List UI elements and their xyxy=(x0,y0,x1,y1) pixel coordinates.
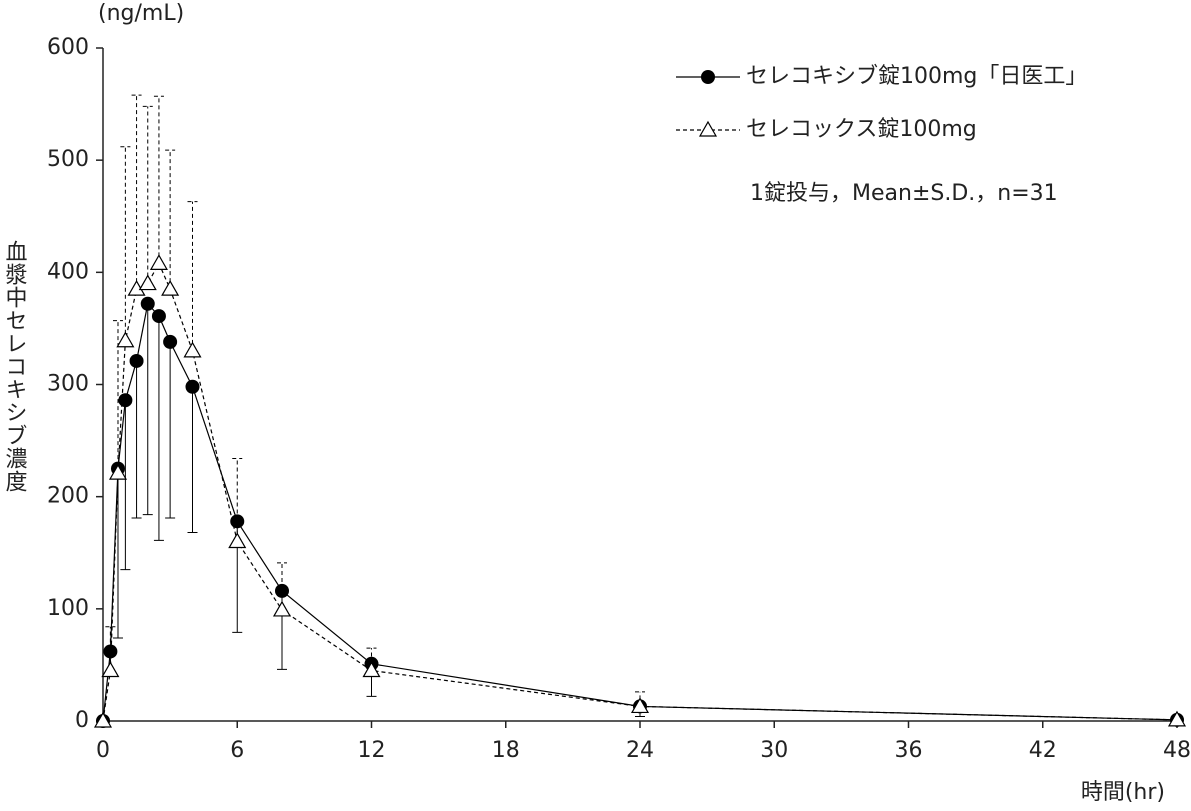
data-point xyxy=(163,334,178,349)
error-bar xyxy=(120,146,131,341)
legend-label: セレコックス錠100mg xyxy=(746,117,977,142)
series-line xyxy=(102,262,1178,722)
x-tick-label: 18 xyxy=(492,738,520,763)
y-tick-label: 500 xyxy=(47,147,89,172)
x-tick-label: 42 xyxy=(1029,738,1057,763)
data-point xyxy=(140,296,155,311)
x-axis-label: 時間(hr) xyxy=(1081,780,1165,805)
error-bar xyxy=(165,341,176,519)
error-bar xyxy=(153,316,164,541)
data-point xyxy=(129,353,144,368)
x-tick-label: 30 xyxy=(760,738,788,763)
y-tick-label: 600 xyxy=(47,35,89,60)
legend-marker xyxy=(701,70,715,84)
data-point xyxy=(103,644,118,659)
error-bar xyxy=(232,458,243,542)
note: 1錠投与，Mean±S.D.，n=31 xyxy=(750,181,1058,206)
data-point xyxy=(630,697,650,714)
x-tick-label: 6 xyxy=(230,738,244,763)
x-tick-label: 24 xyxy=(626,738,654,763)
error-bar xyxy=(131,94,142,290)
data-point xyxy=(118,393,133,408)
x-tick-label: 36 xyxy=(895,738,923,763)
error-bar xyxy=(112,468,123,639)
data-point xyxy=(185,379,200,394)
y-tick-label: 200 xyxy=(47,484,89,509)
data-point xyxy=(275,583,289,598)
x-tick-label: 12 xyxy=(358,738,386,763)
data-point xyxy=(108,463,128,480)
data-point xyxy=(116,331,135,348)
data-point xyxy=(149,254,168,270)
data-point xyxy=(93,711,113,728)
data-point xyxy=(138,274,157,291)
data-point xyxy=(101,661,120,678)
y-tick-label: 400 xyxy=(47,259,89,284)
error-bar xyxy=(142,105,153,284)
data-point xyxy=(1167,710,1187,727)
y-tick-label: 100 xyxy=(47,596,89,621)
data-point xyxy=(228,532,247,549)
series-line xyxy=(102,302,1178,722)
error-bar xyxy=(165,149,176,290)
legend-label: セレコキシブ錠100mg「日医工」 xyxy=(746,64,1087,89)
x-tick-label: 0 xyxy=(96,738,110,763)
data-point xyxy=(151,309,166,324)
error-bar xyxy=(142,303,153,516)
y-axis-label: 血漿中セレコキシブ濃度 xyxy=(2,240,28,493)
y-tick-label: 0 xyxy=(75,708,89,733)
data-point xyxy=(362,661,381,678)
y-tick-label: 300 xyxy=(47,372,89,397)
data-point xyxy=(272,600,292,617)
error-bar xyxy=(131,360,142,519)
unit-label: (ng/mL) xyxy=(98,1,184,26)
error-bar xyxy=(187,386,198,534)
data-point xyxy=(161,279,180,296)
error-bar xyxy=(153,95,164,264)
x-tick-label: 48 xyxy=(1163,738,1191,763)
data-point xyxy=(183,341,202,358)
data-point xyxy=(230,514,245,529)
error-bar xyxy=(120,400,131,571)
error-bar xyxy=(187,201,198,351)
legend-marker xyxy=(698,120,718,137)
